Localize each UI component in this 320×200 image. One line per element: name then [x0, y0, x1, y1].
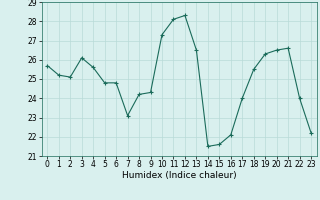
X-axis label: Humidex (Indice chaleur): Humidex (Indice chaleur): [122, 171, 236, 180]
